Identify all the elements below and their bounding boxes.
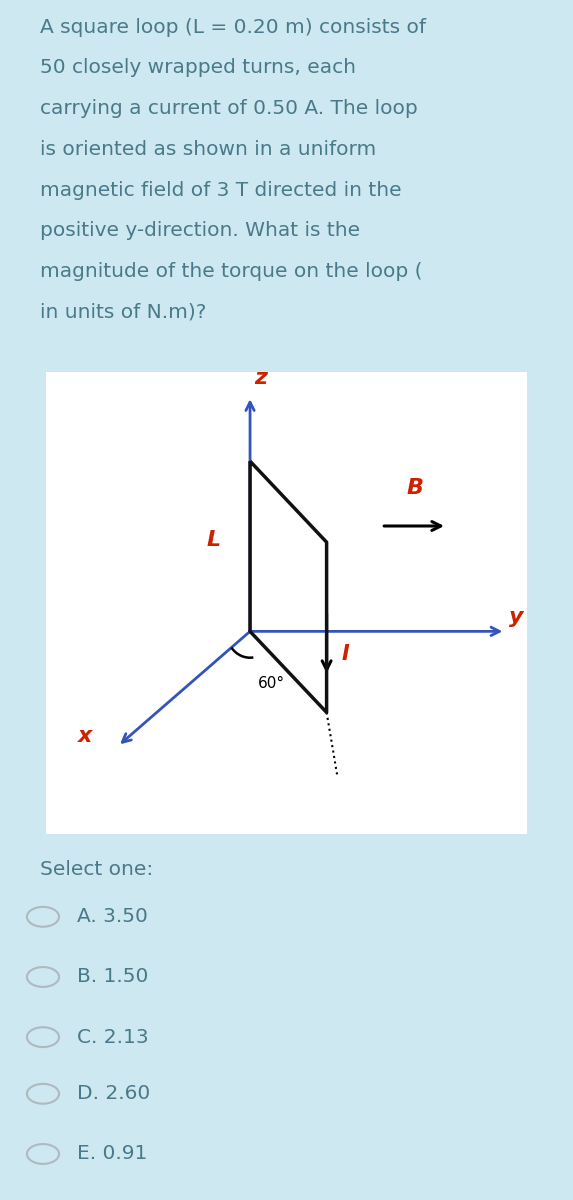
Text: magnitude of the torque on the loop (: magnitude of the torque on the loop ( — [40, 262, 423, 281]
Text: z: z — [254, 368, 268, 389]
Circle shape — [27, 967, 59, 986]
Text: A. 3.50: A. 3.50 — [77, 907, 148, 926]
Text: y: y — [509, 607, 523, 628]
Text: I: I — [341, 643, 349, 664]
Text: D. 2.60: D. 2.60 — [77, 1085, 151, 1103]
Text: B. 1.50: B. 1.50 — [77, 967, 149, 986]
Circle shape — [27, 1144, 59, 1164]
Text: L: L — [206, 530, 221, 551]
Text: magnetic field of 3 T directed in the: magnetic field of 3 T directed in the — [40, 180, 402, 199]
Text: C. 2.13: C. 2.13 — [77, 1027, 149, 1046]
Text: carrying a current of 0.50 A. The loop: carrying a current of 0.50 A. The loop — [40, 100, 418, 118]
Text: E. 0.91: E. 0.91 — [77, 1145, 148, 1164]
Text: Select one:: Select one: — [40, 860, 154, 880]
Text: A square loop (L = 0.20 m) consists of: A square loop (L = 0.20 m) consists of — [40, 18, 426, 37]
Text: x: x — [78, 726, 92, 746]
Circle shape — [27, 1027, 59, 1048]
Circle shape — [27, 907, 59, 926]
Circle shape — [27, 1084, 59, 1104]
Text: is oriented as shown in a uniform: is oriented as shown in a uniform — [40, 140, 376, 158]
Text: 50 closely wrapped turns, each: 50 closely wrapped turns, each — [40, 59, 356, 78]
Text: 60°: 60° — [258, 676, 285, 691]
Text: B: B — [407, 478, 424, 498]
Text: positive y-direction. What is the: positive y-direction. What is the — [40, 221, 360, 240]
Text: in units of N.m)?: in units of N.m)? — [40, 302, 206, 322]
